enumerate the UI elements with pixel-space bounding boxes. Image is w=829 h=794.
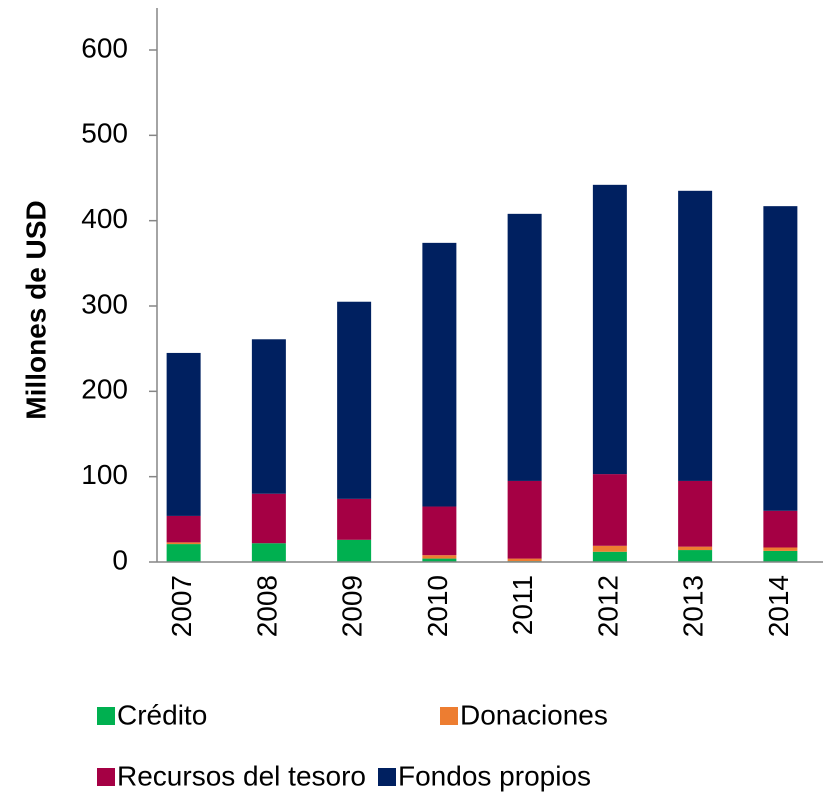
y-tick-label: 500 bbox=[81, 118, 128, 149]
bar-segment bbox=[422, 555, 457, 559]
bar-segment bbox=[592, 184, 627, 475]
legend-swatch bbox=[378, 768, 396, 786]
bar-segment bbox=[592, 545, 627, 552]
bar-segment bbox=[337, 498, 372, 540]
bar-segment bbox=[763, 550, 798, 562]
bar-segment bbox=[251, 493, 286, 544]
bar-segment bbox=[592, 551, 627, 562]
legend-label: Crédito bbox=[117, 699, 207, 730]
x-tick-label: 2012 bbox=[592, 575, 623, 637]
bar-segment bbox=[678, 550, 713, 562]
x-tick-label: 2011 bbox=[507, 575, 538, 635]
bar-segment bbox=[422, 506, 457, 556]
bar-segment bbox=[337, 539, 372, 562]
bar-segment bbox=[166, 352, 201, 516]
bar-segment bbox=[507, 558, 542, 562]
bar-segment bbox=[763, 206, 798, 511]
x-tick-label: 2009 bbox=[337, 575, 368, 637]
y-tick-label: 0 bbox=[112, 544, 128, 575]
bar-segment bbox=[337, 301, 372, 499]
x-tick-label: 2007 bbox=[166, 575, 197, 637]
legend-swatch bbox=[97, 768, 115, 786]
legend-label: Recursos del tesoro bbox=[117, 760, 366, 791]
x-tick-label: 2010 bbox=[422, 575, 453, 637]
y-axis-title: Millones de USD bbox=[20, 200, 51, 419]
bar-segment bbox=[251, 543, 286, 562]
bar-segment bbox=[678, 480, 713, 547]
bar-segment bbox=[251, 339, 286, 494]
y-tick-label: 600 bbox=[81, 32, 128, 63]
y-tick-label: 100 bbox=[81, 459, 128, 490]
bar-segment bbox=[678, 546, 713, 551]
bar-segment bbox=[422, 242, 457, 507]
y-tick-label: 400 bbox=[81, 203, 128, 234]
bar-segment bbox=[678, 190, 713, 481]
bar-segment bbox=[507, 480, 542, 559]
x-tick-label: 2014 bbox=[763, 575, 794, 637]
bar-segment bbox=[763, 547, 798, 551]
bar-segment bbox=[507, 213, 542, 481]
legend-label: Donaciones bbox=[460, 699, 608, 730]
bar-segment bbox=[592, 474, 627, 546]
bar-segment bbox=[763, 510, 798, 548]
legend-swatch bbox=[97, 707, 115, 725]
x-tick-label: 2008 bbox=[251, 575, 282, 637]
bar-segment bbox=[166, 542, 201, 545]
legend-swatch bbox=[440, 707, 458, 725]
y-tick-label: 300 bbox=[81, 288, 128, 319]
bar-segment bbox=[166, 544, 201, 562]
legend-label: Fondos propios bbox=[398, 760, 591, 791]
x-tick-label: 2013 bbox=[678, 575, 709, 637]
bar-segment bbox=[422, 558, 457, 562]
bar-segment bbox=[166, 515, 201, 543]
y-tick-label: 200 bbox=[81, 374, 128, 405]
